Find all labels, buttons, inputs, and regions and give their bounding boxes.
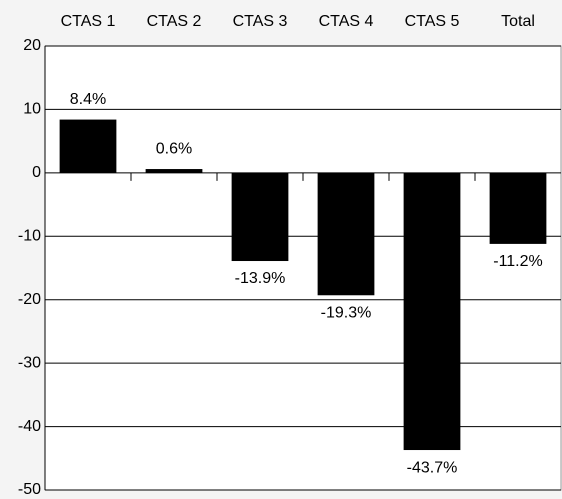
x-tick-label: CTAS 2 — [147, 13, 202, 30]
data-label: -13.9% — [235, 270, 286, 287]
bar — [59, 119, 117, 173]
data-label: -43.7% — [407, 459, 458, 476]
y-tick-label: 10 — [23, 101, 41, 118]
y-tick-label: -20 — [18, 291, 41, 308]
y-tick-label: -40 — [18, 418, 41, 435]
y-tick-label: -30 — [18, 354, 41, 371]
bar — [145, 169, 203, 173]
data-label: 8.4% — [70, 91, 106, 108]
bar — [231, 172, 289, 262]
x-tick-label: CTAS 3 — [233, 13, 288, 30]
y-tick-label: 0 — [32, 164, 41, 181]
x-tick-label: CTAS 1 — [61, 13, 116, 30]
data-label: -11.2% — [493, 253, 543, 270]
x-tick-label: CTAS 5 — [405, 13, 460, 30]
bar — [317, 172, 375, 296]
bar — [403, 172, 461, 451]
data-label: 0.6% — [156, 140, 192, 157]
y-tick-label: -50 — [18, 481, 41, 498]
plot-area — [44, 45, 562, 491]
y-tick-label: -10 — [18, 228, 41, 245]
data-label: -19.3% — [321, 304, 372, 321]
y-tick-label: 20 — [23, 37, 41, 54]
x-tick-label: CTAS 4 — [319, 13, 374, 30]
x-tick-label: Total — [501, 13, 535, 30]
bar — [489, 172, 547, 244]
